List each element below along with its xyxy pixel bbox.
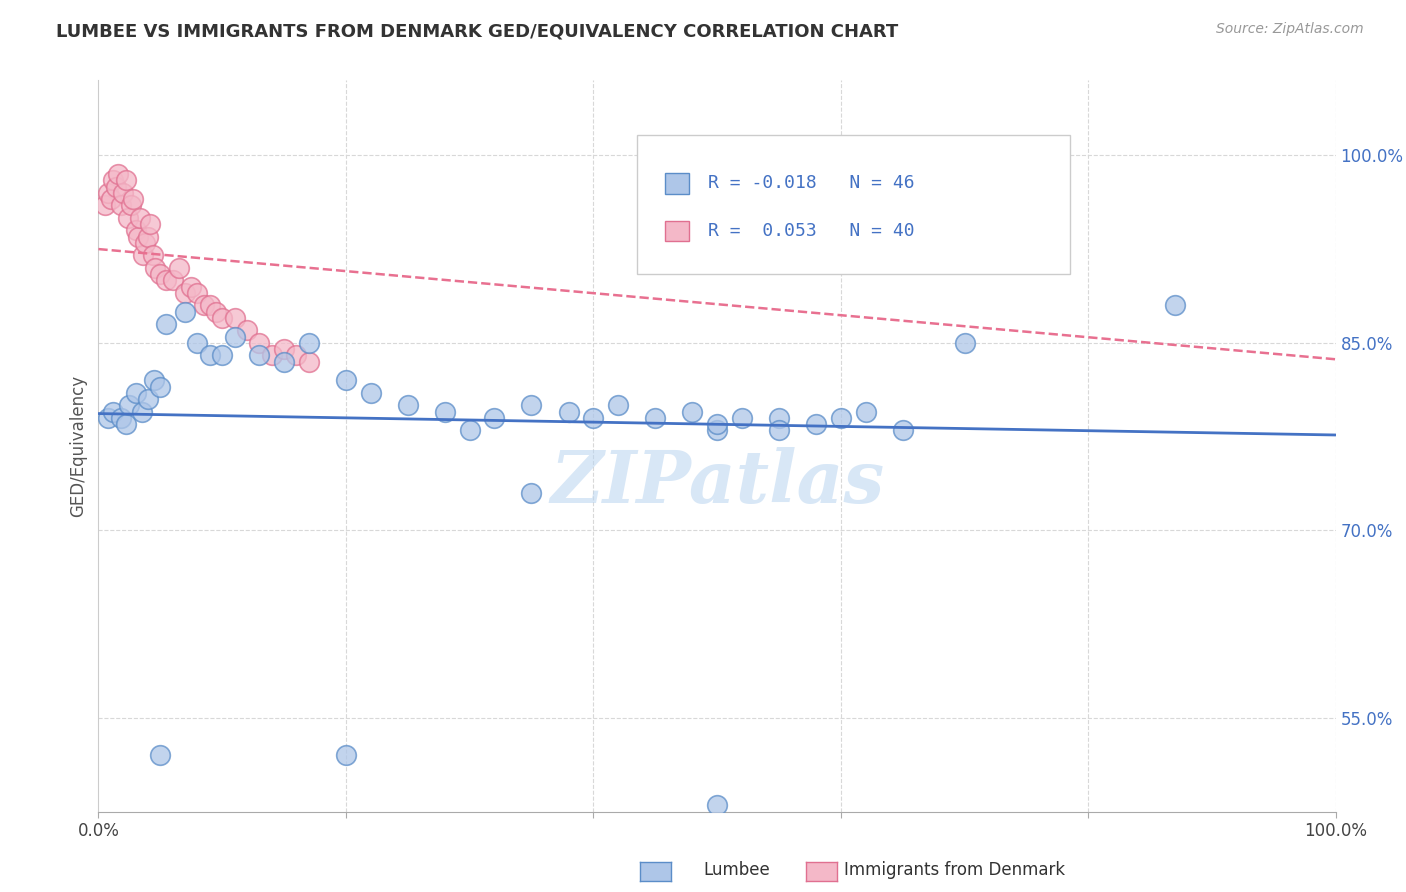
Text: Source: ZipAtlas.com: Source: ZipAtlas.com <box>1216 22 1364 37</box>
Point <box>211 348 233 362</box>
Point <box>273 342 295 356</box>
Point <box>247 348 270 362</box>
Point <box>891 423 914 437</box>
Point <box>132 248 155 262</box>
Point <box>167 260 190 275</box>
Point <box>107 167 129 181</box>
Point <box>174 304 197 318</box>
Point <box>120 198 142 212</box>
Point <box>136 229 159 244</box>
Point <box>260 348 283 362</box>
Point <box>180 279 202 293</box>
Point <box>768 423 790 437</box>
Y-axis label: GED/Equivalency: GED/Equivalency <box>69 375 87 517</box>
Point <box>124 223 146 237</box>
Point <box>953 335 976 350</box>
Point <box>830 410 852 425</box>
Point <box>127 229 149 244</box>
Point <box>335 373 357 387</box>
Text: LUMBEE VS IMMIGRANTS FROM DENMARK GED/EQUIVALENCY CORRELATION CHART: LUMBEE VS IMMIGRANTS FROM DENMARK GED/EQ… <box>56 22 898 40</box>
Point <box>247 335 270 350</box>
Point <box>143 373 166 387</box>
Point <box>103 404 125 418</box>
Point <box>143 260 166 275</box>
Point <box>186 335 208 350</box>
Point <box>224 310 246 325</box>
Point <box>458 423 481 437</box>
Point <box>1164 298 1187 312</box>
Point <box>142 248 165 262</box>
Point <box>155 273 177 287</box>
Point <box>97 186 120 200</box>
Point <box>149 379 172 393</box>
Bar <box>665 173 689 194</box>
Point <box>360 385 382 400</box>
Point <box>162 273 184 287</box>
Point <box>136 392 159 406</box>
Point <box>224 329 246 343</box>
Point <box>139 217 162 231</box>
Point <box>118 398 141 412</box>
Point <box>582 410 605 425</box>
Point <box>198 348 221 362</box>
Point <box>484 410 506 425</box>
FancyBboxPatch shape <box>637 136 1070 274</box>
Text: Lumbee: Lumbee <box>703 861 769 879</box>
Text: Immigrants from Denmark: Immigrants from Denmark <box>844 861 1064 879</box>
Point <box>129 211 152 225</box>
Point <box>124 385 146 400</box>
Text: ZIPatlas: ZIPatlas <box>550 447 884 518</box>
Point <box>114 173 136 187</box>
Point <box>706 798 728 813</box>
Point <box>644 410 666 425</box>
Point <box>433 404 456 418</box>
Point <box>93 198 115 212</box>
Point <box>520 398 543 412</box>
Point <box>298 354 321 368</box>
Point <box>174 285 197 300</box>
Point <box>396 398 419 412</box>
Point <box>112 186 135 200</box>
Point <box>520 486 543 500</box>
Point <box>804 417 827 431</box>
Point <box>103 173 125 187</box>
Point <box>205 304 228 318</box>
Point <box>117 211 139 225</box>
Point <box>830 148 852 162</box>
Point <box>114 417 136 431</box>
Text: R =  0.053   N = 40: R = 0.053 N = 40 <box>707 222 914 240</box>
Point <box>557 404 579 418</box>
Point <box>681 404 703 418</box>
Point <box>155 317 177 331</box>
Point <box>97 410 120 425</box>
Point <box>110 198 132 212</box>
Point <box>186 285 208 300</box>
Point <box>607 398 630 412</box>
Point <box>193 298 215 312</box>
Point <box>100 192 122 206</box>
Point <box>149 267 172 281</box>
Point <box>104 179 127 194</box>
Point <box>855 404 877 418</box>
Point <box>211 310 233 325</box>
Point <box>149 748 172 763</box>
Point <box>335 748 357 763</box>
Point <box>273 354 295 368</box>
Point <box>768 410 790 425</box>
Point <box>285 348 308 362</box>
Text: R = -0.018   N = 46: R = -0.018 N = 46 <box>707 175 914 193</box>
Point <box>298 335 321 350</box>
Point <box>706 417 728 431</box>
Point <box>131 404 153 418</box>
Point <box>731 410 754 425</box>
Point <box>706 423 728 437</box>
Point <box>198 298 221 312</box>
Point <box>134 235 156 250</box>
Bar <box>665 220 689 241</box>
Point <box>110 410 132 425</box>
Point <box>236 323 259 337</box>
Point <box>122 192 145 206</box>
